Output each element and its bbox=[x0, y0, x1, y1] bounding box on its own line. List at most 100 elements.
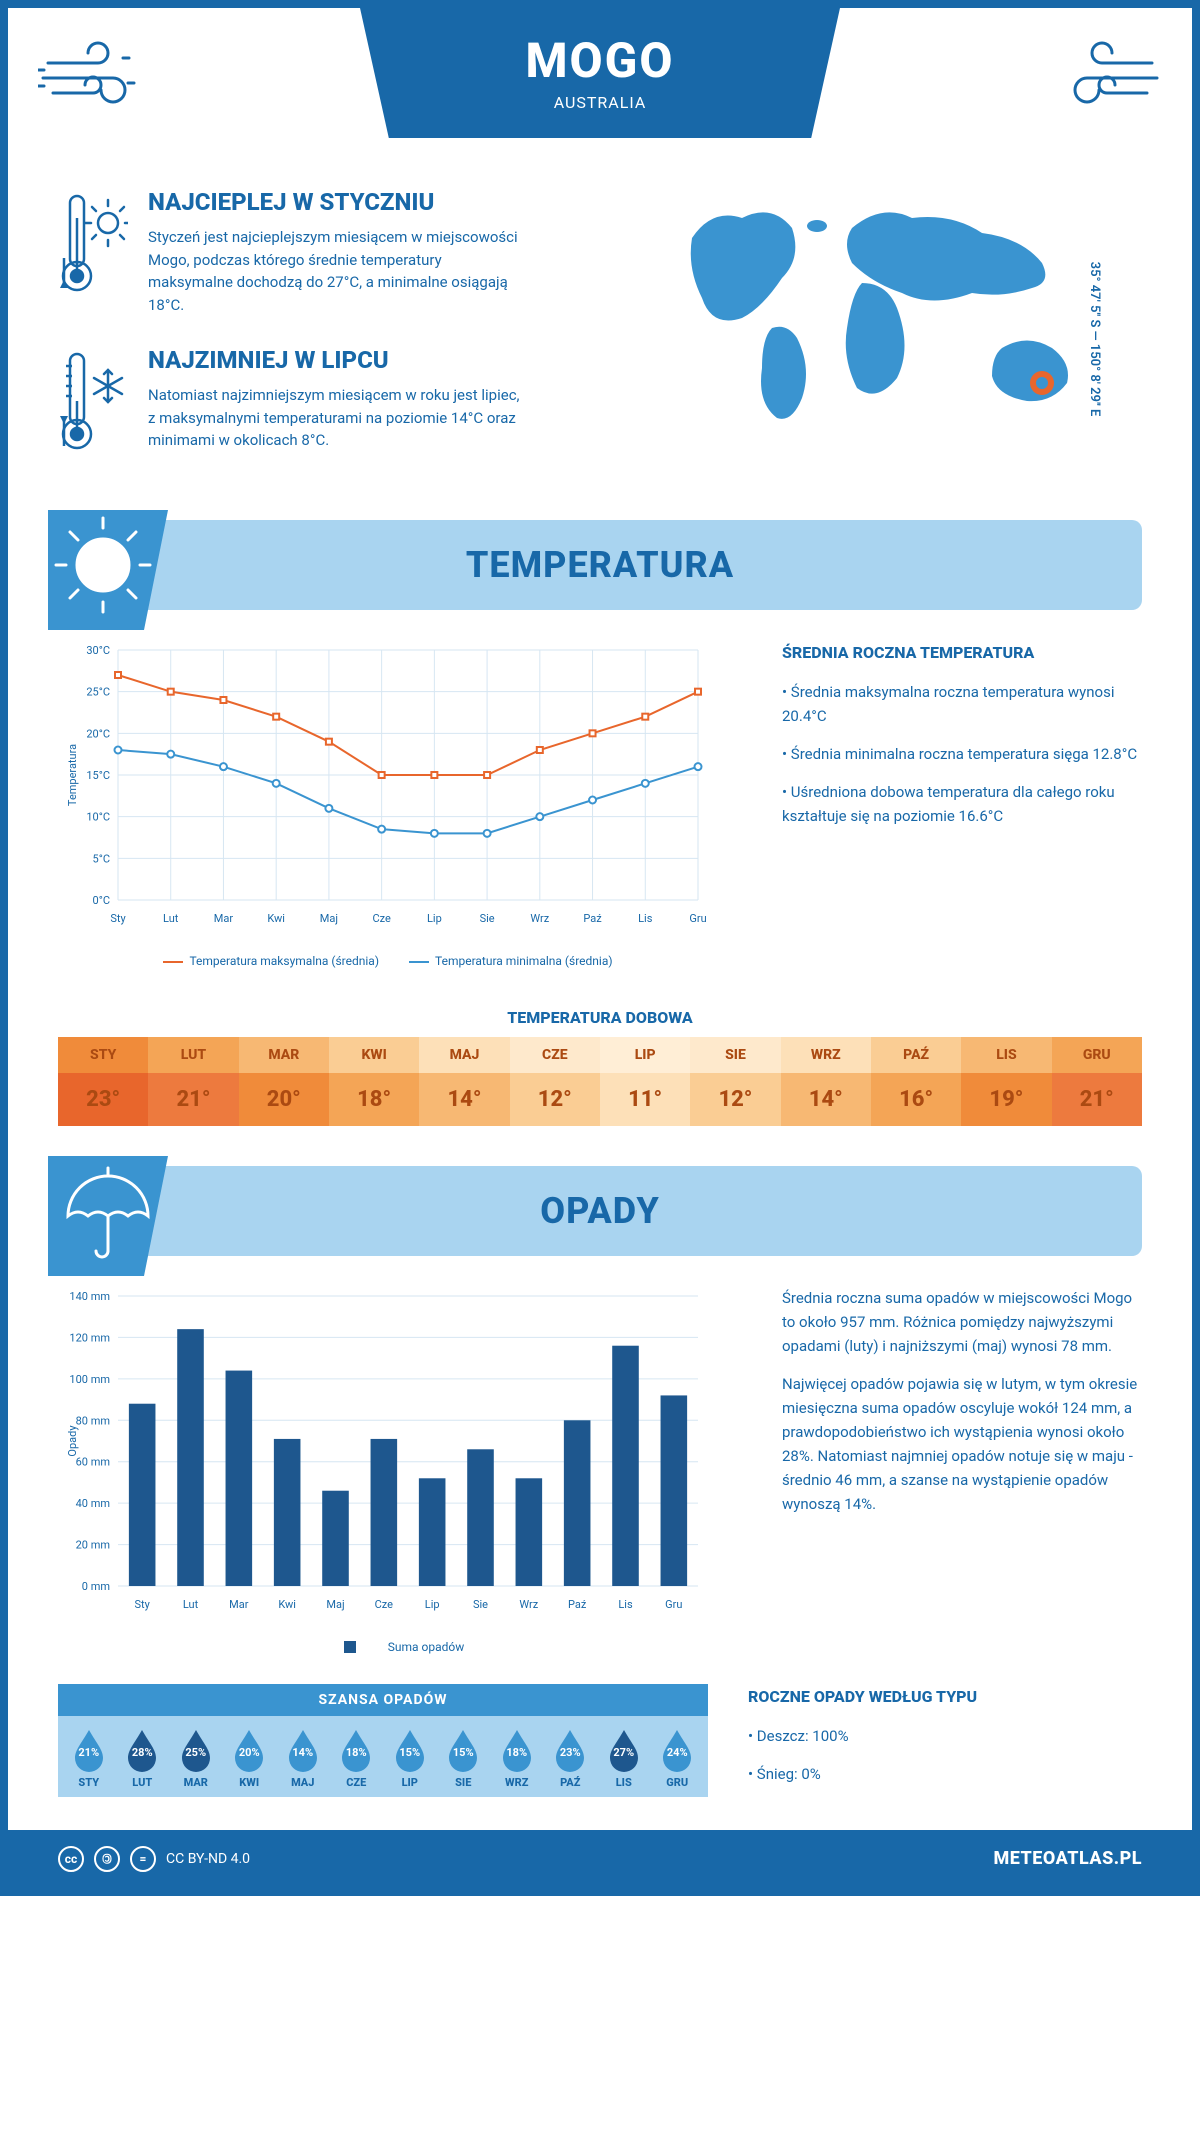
rain-chance-drop: 27% LIS bbox=[597, 1728, 651, 1789]
temp-table-col: WRZ 14° bbox=[781, 1037, 871, 1126]
svg-text:Cze: Cze bbox=[375, 1598, 394, 1611]
precip-bar-chart: 0 mm20 mm40 mm60 mm80 mm100 mm120 mm140 … bbox=[58, 1286, 718, 1654]
precip-type-title: ROCZNE OPADY WEDŁUG TYPU bbox=[748, 1684, 1108, 1710]
precip-summary: Średnia roczna suma opadów w miejscowośc… bbox=[782, 1286, 1142, 1654]
svg-text:Sie: Sie bbox=[480, 912, 495, 925]
summary-bullet: • Średnia maksymalna roczna temperatura … bbox=[782, 680, 1142, 728]
temperature-header: TEMPERATURA bbox=[58, 520, 1142, 610]
temp-table-col: MAJ 14° bbox=[419, 1037, 509, 1126]
svg-text:Mar: Mar bbox=[229, 1598, 249, 1611]
chart-legend: Suma opadów bbox=[58, 1640, 718, 1654]
svg-text:0 mm: 0 mm bbox=[82, 1580, 110, 1593]
temp-table-col: GRU 21° bbox=[1052, 1037, 1142, 1126]
rain-chance-drop: 20% KWI bbox=[223, 1728, 277, 1789]
license-text: CC BY-ND 4.0 bbox=[166, 1851, 250, 1867]
svg-text:100 mm: 100 mm bbox=[69, 1373, 110, 1386]
rain-chance-drop: 15% LIP bbox=[383, 1728, 437, 1789]
svg-text:Opady: Opady bbox=[66, 1425, 79, 1457]
rain-chance-drop: 15% SIE bbox=[437, 1728, 491, 1789]
svg-text:40 mm: 40 mm bbox=[76, 1497, 110, 1510]
thermometer-sun-icon bbox=[58, 188, 128, 316]
precip-type-item: • Śnieg: 0% bbox=[748, 1762, 1108, 1786]
title-banner: MOGO AUSTRALIA bbox=[360, 8, 840, 138]
hot-fact: NAJCIEPLEJ W STYCZNIU Styczeń jest najci… bbox=[58, 188, 622, 316]
rain-chance-drop: 21% STY bbox=[62, 1728, 116, 1789]
svg-text:Kwi: Kwi bbox=[278, 1598, 296, 1611]
svg-text:15°C: 15°C bbox=[86, 769, 110, 782]
precip-content: 0 mm20 mm40 mm60 mm80 mm100 mm120 mm140 … bbox=[8, 1256, 1192, 1684]
footer: cc 🄯 = CC BY-ND 4.0 METEOATLAS.PL bbox=[8, 1830, 1192, 1888]
svg-text:Cze: Cze bbox=[372, 912, 391, 925]
rain-chance-drop: 25% MAR bbox=[169, 1728, 223, 1789]
summary-bullet: • Uśredniona dobowa temperatura dla całe… bbox=[782, 780, 1142, 828]
coordinates: 35° 47' 5'' S — 150° 8' 29'' E bbox=[1087, 262, 1102, 417]
svg-text:25°C: 25°C bbox=[86, 686, 110, 699]
svg-text:Sty: Sty bbox=[134, 1598, 150, 1611]
legend-sum: Suma opadów bbox=[362, 1640, 465, 1654]
rain-chance-drop: 28% LUT bbox=[116, 1728, 170, 1789]
svg-text:140 mm: 140 mm bbox=[69, 1290, 110, 1303]
svg-text:5°C: 5°C bbox=[93, 852, 110, 865]
rain-chance-drop: 18% WRZ bbox=[490, 1728, 544, 1789]
svg-text:Mar: Mar bbox=[214, 912, 234, 925]
rain-chance-title: SZANSA OPADÓW bbox=[58, 1684, 708, 1716]
temp-table-col: MAR 20° bbox=[239, 1037, 329, 1126]
svg-text:Wrz: Wrz bbox=[530, 912, 549, 925]
wind-icon bbox=[1052, 38, 1162, 122]
svg-text:20°C: 20°C bbox=[86, 727, 110, 740]
svg-text:Lut: Lut bbox=[163, 912, 179, 925]
rain-chance-block: SZANSA OPADÓW 21% STY 28% LUT 25% MAR 20… bbox=[58, 1684, 708, 1797]
temp-table-col: LIP 11° bbox=[600, 1037, 690, 1126]
section-title: TEMPERATURA bbox=[58, 544, 1142, 586]
svg-text:Gru: Gru bbox=[665, 1598, 682, 1611]
country-name: AUSTRALIA bbox=[360, 93, 840, 112]
temp-table-col: LUT 21° bbox=[148, 1037, 238, 1126]
svg-text:Temperatura: Temperatura bbox=[66, 744, 79, 806]
svg-text:Maj: Maj bbox=[326, 1598, 344, 1611]
svg-text:80 mm: 80 mm bbox=[76, 1414, 110, 1427]
svg-text:Paź: Paź bbox=[583, 912, 602, 925]
temperature-line-chart: 0°C 5°C 10°C 15°C 20°C 25°C 30°C Sty Lut Mar Kwi Ma… bbox=[58, 640, 718, 968]
svg-text:Lip: Lip bbox=[427, 912, 442, 925]
svg-text:Maj: Maj bbox=[320, 912, 338, 925]
daily-temp-title: TEMPERATURA DOBOWA bbox=[8, 1008, 1192, 1027]
rain-chance-drop: 23% PAŹ bbox=[544, 1728, 598, 1789]
svg-text:120 mm: 120 mm bbox=[69, 1331, 110, 1344]
temp-table-col: STY 23° bbox=[58, 1037, 148, 1126]
temp-table-col: SIE 12° bbox=[690, 1037, 780, 1126]
svg-text:Lis: Lis bbox=[638, 912, 653, 925]
svg-text:Lip: Lip bbox=[425, 1598, 440, 1611]
svg-text:Sty: Sty bbox=[110, 912, 126, 925]
svg-text:0°C: 0°C bbox=[93, 894, 110, 907]
rain-chance-drop: 18% CZE bbox=[330, 1728, 384, 1789]
temperature-summary: ŚREDNIA ROCZNA TEMPERATURA • Średnia mak… bbox=[782, 640, 1142, 968]
city-name: MOGO bbox=[360, 32, 840, 89]
temp-table-col: CZE 12° bbox=[510, 1037, 600, 1126]
precip-type: ROCZNE OPADY WEDŁUG TYPU • Deszcz: 100%•… bbox=[748, 1684, 1108, 1800]
legend-min: Temperatura minimalna (średnia) bbox=[409, 954, 613, 968]
cold-title: NAJZIMNIEJ W LIPCU bbox=[148, 346, 528, 374]
hot-title: NAJCIEPLEJ W STYCZNIU bbox=[148, 188, 528, 216]
intro-row: NAJCIEPLEJ W STYCZNIU Styczeń jest najci… bbox=[8, 168, 1192, 520]
svg-text:20 mm: 20 mm bbox=[76, 1539, 110, 1552]
section-title: OPADY bbox=[58, 1190, 1142, 1232]
temperature-content: 0°C 5°C 10°C 15°C 20°C 25°C 30°C Sty Lut Mar Kwi Ma… bbox=[8, 610, 1192, 998]
by-icon: 🄯 bbox=[94, 1846, 120, 1872]
temp-table-col: PAŹ 16° bbox=[871, 1037, 961, 1126]
svg-text:Sie: Sie bbox=[473, 1598, 488, 1611]
rain-chance-drop: 24% GRU bbox=[651, 1728, 705, 1789]
cc-icon: cc bbox=[58, 1846, 84, 1872]
cold-fact: NAJZIMNIEJ W LIPCU Natomiast najzimniejs… bbox=[58, 346, 622, 460]
precip-p1: Średnia roczna suma opadów w miejscowośc… bbox=[782, 1286, 1142, 1358]
temp-table-col: LIS 19° bbox=[961, 1037, 1051, 1126]
svg-text:Kwi: Kwi bbox=[267, 912, 285, 925]
svg-text:Wrz: Wrz bbox=[519, 1598, 538, 1611]
thermometer-snow-icon bbox=[58, 346, 128, 460]
svg-text:30°C: 30°C bbox=[86, 644, 110, 657]
cold-text: Natomiast najzimniejszym miesiącem w rok… bbox=[148, 384, 528, 452]
svg-text:Lut: Lut bbox=[183, 1598, 199, 1611]
nd-icon: = bbox=[130, 1846, 156, 1872]
svg-text:10°C: 10°C bbox=[86, 811, 110, 824]
header: MOGO AUSTRALIA bbox=[8, 8, 1192, 168]
svg-text:Paź: Paź bbox=[568, 1598, 587, 1611]
